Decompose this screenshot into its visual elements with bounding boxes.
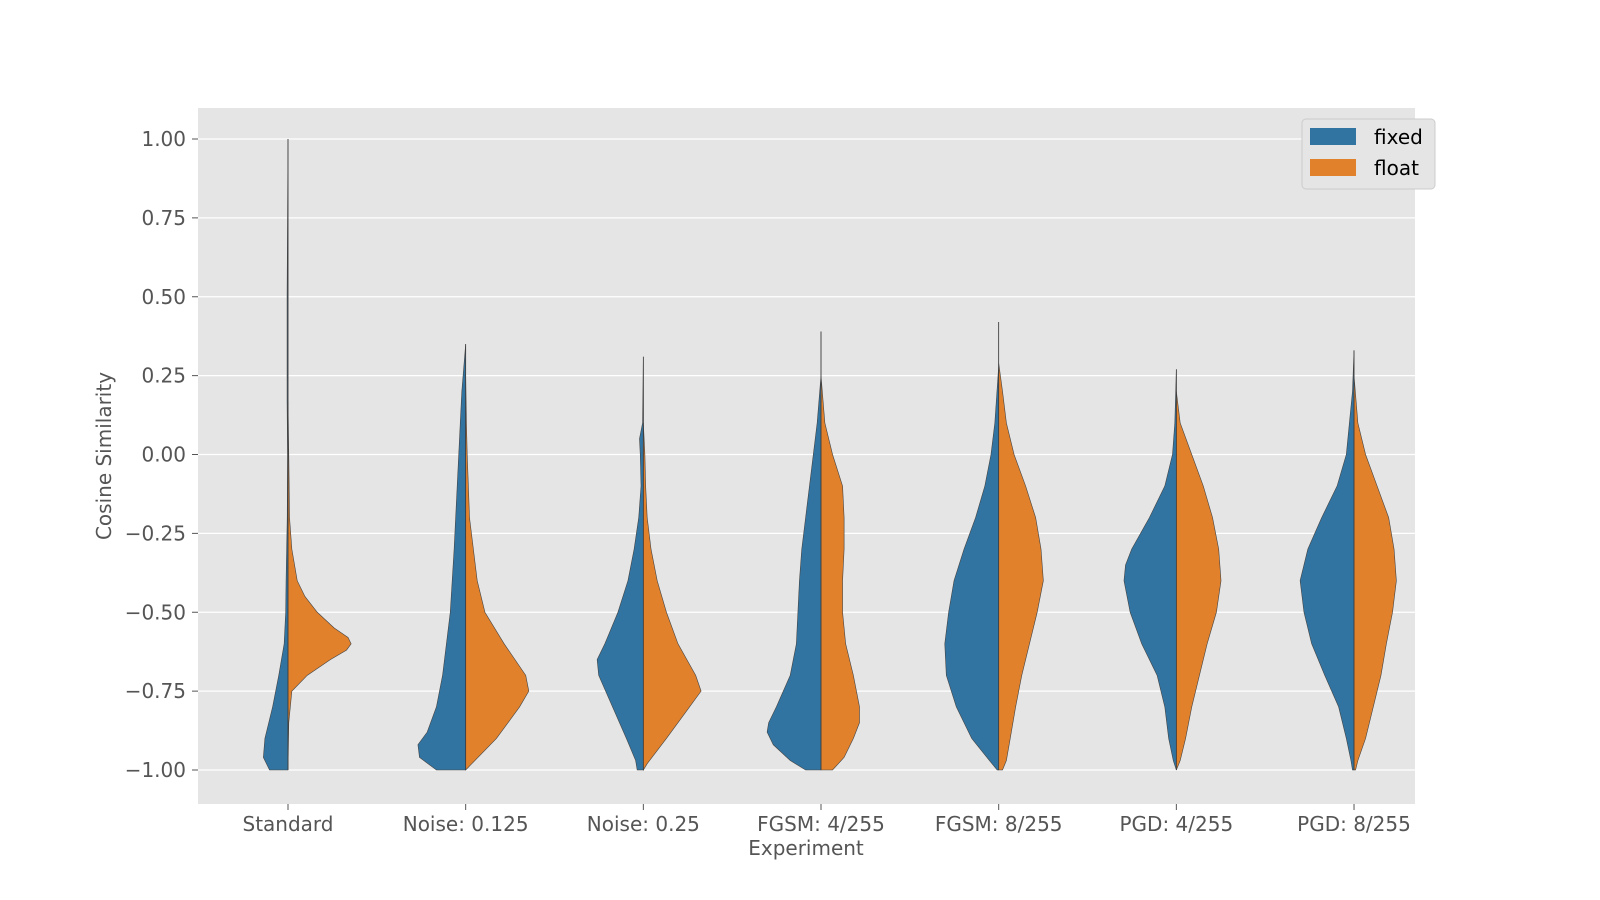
y-tick-label: −0.50 (125, 600, 186, 624)
y-tick-label: 0.00 (141, 443, 186, 467)
legend: fixed float (1301, 118, 1436, 190)
y-tick-label: −0.75 (125, 679, 186, 703)
x-tick-label: PGD: 8/255 (1297, 812, 1411, 836)
violin-half-fixed (944, 321, 999, 771)
legend-label-float: float (1374, 156, 1419, 180)
x-axis-label: Experiment (748, 836, 864, 860)
y-tick-label: 0.25 (141, 364, 186, 388)
y-tick-label: −0.25 (125, 521, 186, 545)
violin-half-fixed (766, 331, 822, 771)
violins (263, 138, 1397, 772)
violin-noise-0-125 (417, 344, 530, 771)
y-tick-label: 0.75 (141, 206, 186, 230)
violin-half-float (820, 375, 860, 771)
violin-pgd-4-255 (1123, 369, 1222, 771)
x-tick-label: Noise: 0.25 (587, 812, 700, 836)
violin-half-fixed (1299, 350, 1355, 771)
violin-fgsm-4-255 (766, 331, 860, 771)
violin-noise-0-25 (596, 356, 702, 772)
violin-half-fixed (596, 356, 644, 771)
x-tick-label: Noise: 0.125 (403, 812, 529, 836)
violin-half-float (1353, 375, 1397, 771)
y-tick-label: 0.50 (141, 285, 186, 309)
y-tick-label: −1.00 (125, 758, 186, 782)
y-ticks: 1.00 0.75 0.50 0.25 0.00 −0.25 −0.50 −0.75 −1.00 (125, 127, 198, 782)
violin-half-float (287, 400, 352, 771)
legend-swatch-float (1310, 159, 1356, 176)
violin-half-float (1176, 391, 1222, 771)
violin-half-fixed (417, 344, 466, 771)
violin-half-float (998, 362, 1044, 771)
violin-pgd-8-255 (1299, 350, 1397, 771)
violin-half-fixed (1123, 369, 1177, 771)
violin-fgsm-8-255 (944, 321, 1044, 771)
x-tick-label: FGSM: 8/255 (935, 812, 1063, 836)
violin-half-fixed (263, 138, 289, 771)
legend-label-fixed: fixed (1374, 125, 1423, 149)
violin-half-float (643, 422, 702, 772)
legend-swatch-fixed (1310, 128, 1356, 145)
violin-half-float (465, 375, 530, 771)
violin-standard (263, 138, 352, 771)
y-tick-label: 1.00 (141, 127, 186, 151)
x-tick-label: Standard (243, 812, 334, 836)
y-axis-label: Cosine Similarity (92, 372, 116, 540)
x-tick-label: FGSM: 4/255 (757, 812, 885, 836)
x-tick-label: PGD: 4/255 (1119, 812, 1233, 836)
x-ticks: Standard Noise: 0.125 Noise: 0.25 FGSM: 4/2… (243, 804, 1411, 836)
